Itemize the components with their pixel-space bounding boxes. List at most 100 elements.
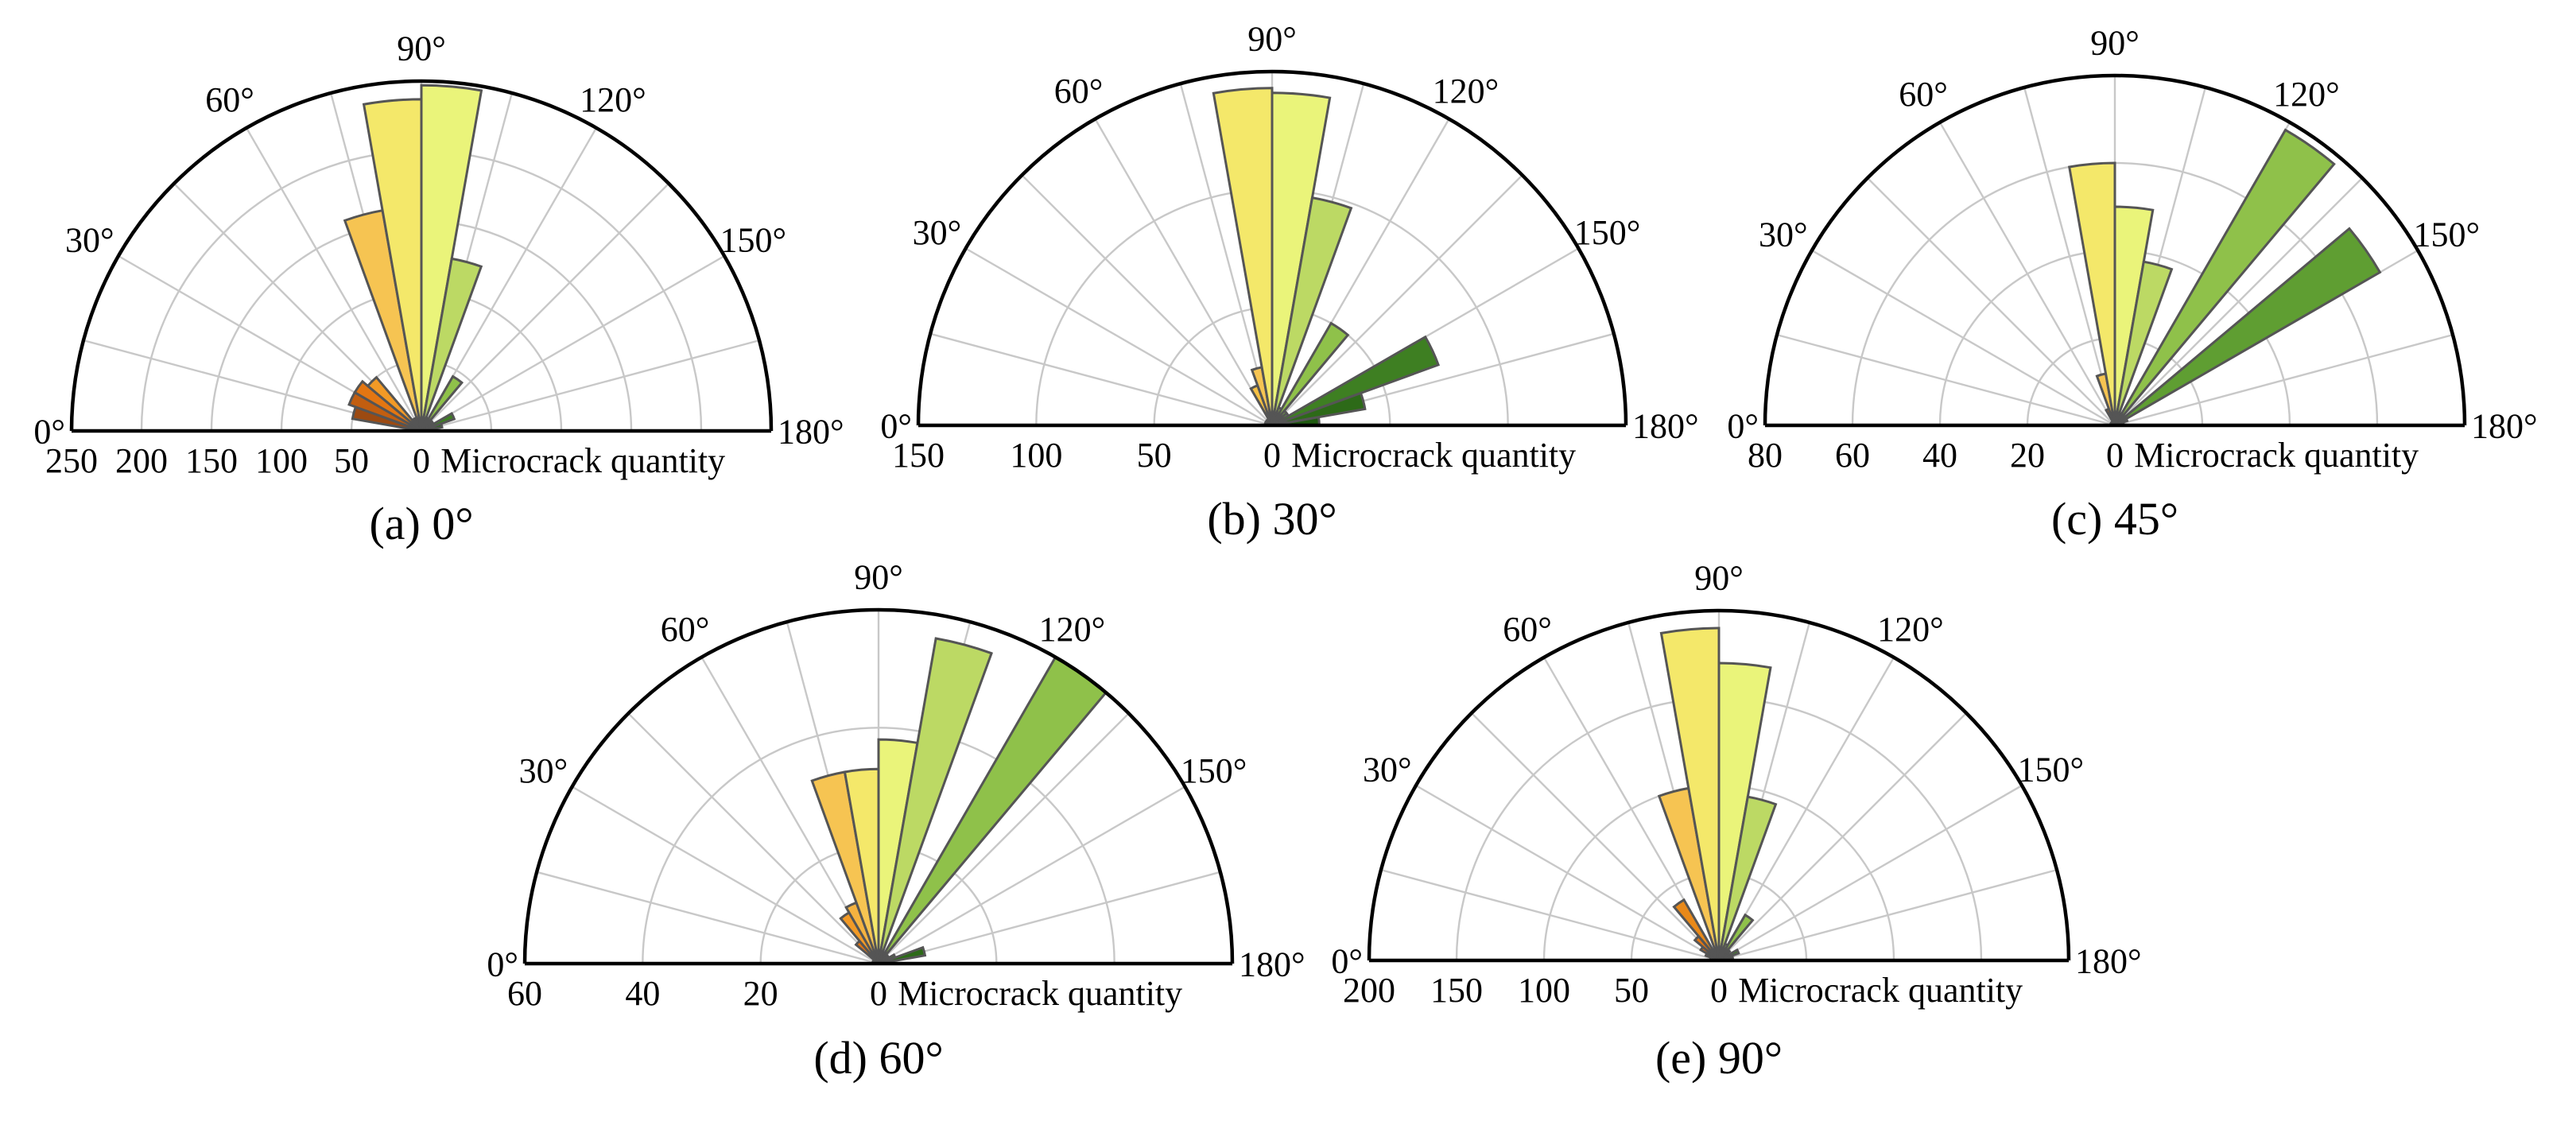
chart-caption: (b) 30° bbox=[1207, 493, 1336, 545]
rose-bar bbox=[1271, 335, 1441, 427]
angle-tick-label: 60° bbox=[661, 610, 710, 649]
grid-spoke bbox=[965, 247, 1273, 427]
radial-tick-label: 80 bbox=[1748, 436, 1783, 475]
radial-axis-label: Microcrack quantity bbox=[1291, 436, 1576, 475]
radial-tick-label: 20 bbox=[2010, 436, 2045, 475]
radial-tick-label: 100 bbox=[1010, 436, 1062, 475]
radial-tick-label: 50 bbox=[334, 441, 369, 480]
radial-tick-label: 200 bbox=[1343, 971, 1395, 1010]
grid-spoke bbox=[1938, 122, 2116, 426]
grid-spoke bbox=[421, 254, 725, 433]
angle-tick-label: 0° bbox=[1727, 406, 1759, 445]
radial-axis-label: Microcrack quantity bbox=[2134, 436, 2419, 475]
rose-bar bbox=[2114, 227, 2382, 427]
chart-caption: (e) 90° bbox=[1655, 1032, 1783, 1084]
grid-spoke bbox=[878, 871, 1221, 965]
rose-bar bbox=[353, 379, 422, 433]
grid-spoke bbox=[929, 332, 1273, 427]
angle-tick-label: 0° bbox=[1331, 941, 1363, 980]
radial-tick-label: 200 bbox=[115, 441, 168, 480]
angle-tick-label: 30° bbox=[1363, 751, 1412, 789]
rose-bar bbox=[366, 375, 423, 433]
angle-tick-label: 60° bbox=[1899, 75, 1948, 114]
grid-spoke bbox=[421, 183, 669, 432]
grid-spoke bbox=[878, 786, 1185, 965]
grid-spoke bbox=[1776, 333, 2116, 427]
radial-tick-label: 0 bbox=[2106, 436, 2124, 475]
radial-tick-label: 0 bbox=[1263, 436, 1281, 475]
radial-tick-label: 250 bbox=[45, 441, 98, 480]
rose-bar bbox=[1672, 898, 1721, 961]
radial-axis-label: Microcrack quantity bbox=[1738, 971, 2023, 1010]
rose-bar bbox=[1271, 321, 1350, 426]
angle-tick-label: 30° bbox=[913, 213, 962, 252]
angle-tick-label: 60° bbox=[1054, 72, 1104, 111]
rose-bar bbox=[420, 374, 464, 432]
rose-chart-0: 0° 30° 60° 90° 120° 150° 180° 250 200 150 100 50 0 Mi… bbox=[33, 29, 844, 549]
grid-spoke bbox=[1718, 868, 2058, 962]
radial-tick-label: 50 bbox=[1614, 971, 1649, 1010]
grid-spoke bbox=[1271, 174, 1523, 426]
grid-spoke bbox=[627, 712, 879, 964]
rose-bar bbox=[877, 637, 993, 964]
rose-bar bbox=[878, 945, 927, 965]
angle-tick-label: 180° bbox=[2075, 941, 2142, 980]
angle-tick-label: 30° bbox=[65, 221, 114, 260]
radial-tick-label: 40 bbox=[625, 974, 660, 1013]
angle-tick-label: 0° bbox=[33, 412, 65, 451]
angle-tick-label: 120° bbox=[1877, 610, 1944, 649]
angle-tick-label: 30° bbox=[1759, 215, 1808, 254]
outer-rim bbox=[69, 79, 774, 432]
grid-spoke bbox=[1094, 118, 1274, 426]
radial-tick-label: 0 bbox=[413, 441, 430, 480]
radial-tick-label: 40 bbox=[1922, 436, 1957, 475]
angle-tick-label: 150° bbox=[2017, 751, 2084, 789]
angle-tick-label: 120° bbox=[2273, 75, 2340, 114]
angle-tick-label: 60° bbox=[205, 80, 254, 119]
outer-rim bbox=[1367, 608, 2071, 961]
angle-tick-label: 180° bbox=[1239, 945, 1305, 983]
chart-caption: (c) 45° bbox=[2051, 493, 2178, 545]
rose-bar bbox=[1717, 795, 1778, 961]
radial-tick-label: 60 bbox=[507, 974, 542, 1013]
radial-tick-label: 0 bbox=[870, 974, 887, 1013]
angle-tick-label: 90° bbox=[1694, 559, 1744, 598]
angle-tick-label: 180° bbox=[778, 412, 844, 451]
radial-axis-label: Microcrack quantity bbox=[898, 974, 1182, 1013]
rose-chart-3: 0° 30° 60° 90° 120° 150° 180° 60 40 20 0 Microcrack… bbox=[487, 558, 1305, 1084]
angle-tick-label: 90° bbox=[2090, 24, 2140, 63]
grid-spoke bbox=[421, 339, 760, 433]
radial-tick-label: 60 bbox=[1835, 436, 1870, 475]
rose-bar bbox=[2067, 161, 2116, 426]
rose-bar bbox=[1271, 196, 1353, 426]
grid-spoke bbox=[1471, 712, 1720, 961]
radial-tick-label: 50 bbox=[1137, 436, 1172, 475]
grid-spoke bbox=[1867, 177, 2116, 426]
angle-tick-label: 90° bbox=[1247, 20, 1297, 59]
rose-bar bbox=[420, 257, 483, 432]
radial-axis-label: Microcrack quantity bbox=[440, 441, 725, 480]
angle-tick-label: 0° bbox=[487, 945, 518, 983]
radial-tick-label: 20 bbox=[743, 974, 778, 1013]
angle-tick-label: 120° bbox=[1433, 72, 1499, 111]
radial-tick-label: 150 bbox=[185, 441, 238, 480]
grid-spoke bbox=[245, 127, 423, 432]
rose-bar bbox=[2113, 260, 2174, 426]
rose-bar bbox=[1659, 627, 1721, 961]
chart-caption: (d) 60° bbox=[813, 1032, 943, 1084]
angle-tick-label: 30° bbox=[519, 751, 568, 790]
rose-bar bbox=[1271, 391, 1367, 427]
angle-tick-label: 60° bbox=[1503, 610, 1552, 649]
grid-spoke bbox=[878, 712, 1130, 964]
grid-spoke bbox=[1717, 657, 1895, 961]
radial-tick-label: 0 bbox=[1710, 971, 1728, 1010]
grid-spoke bbox=[1718, 784, 2023, 962]
radial-tick-label: 150 bbox=[1430, 971, 1483, 1010]
grid-spoke bbox=[1811, 249, 2116, 427]
rose-chart-4: 0° 30° 60° 90° 120° 150° 180° 200 150 100 50 0 Micro… bbox=[1331, 559, 2141, 1084]
grid-spoke bbox=[572, 786, 879, 965]
rose-bar bbox=[1212, 87, 1274, 426]
grid-spoke bbox=[1021, 174, 1273, 426]
angle-tick-label: 180° bbox=[1632, 406, 1699, 445]
